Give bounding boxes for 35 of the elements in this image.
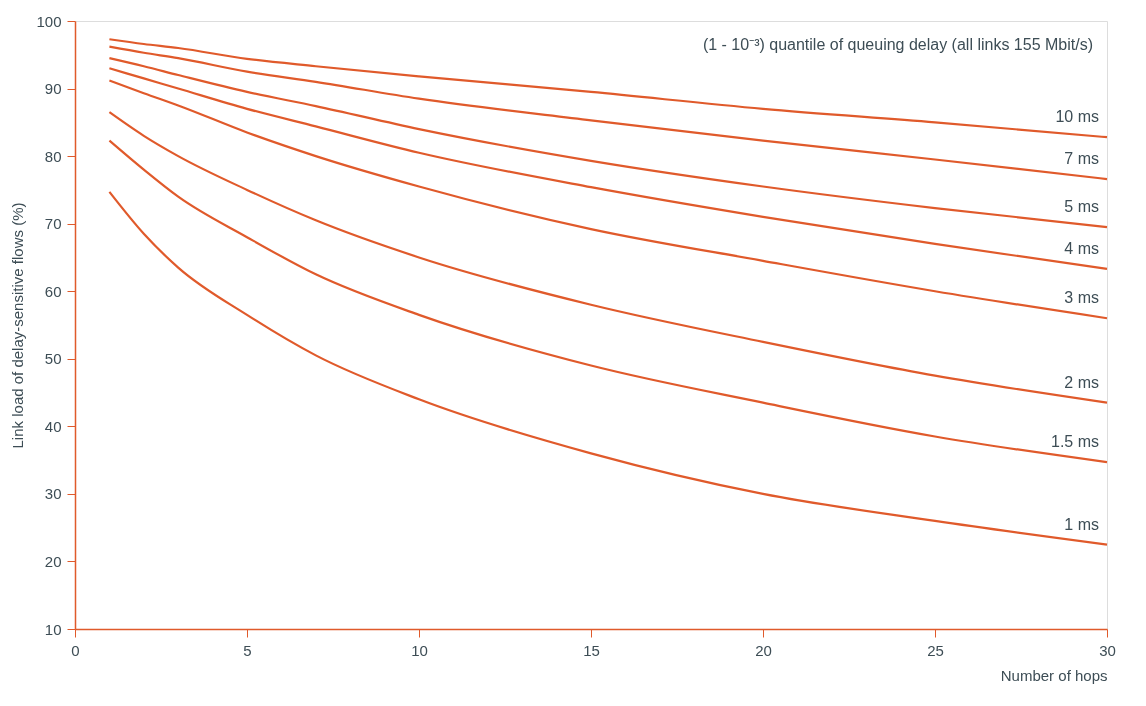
line-series [108, 139, 1109, 464]
x-tick-label: 0 [71, 641, 80, 659]
y-tick-label: 70 [44, 215, 62, 233]
line-series [108, 38, 1109, 139]
series-label: 2 ms [1064, 373, 1099, 391]
y-tick-label: 90 [44, 80, 62, 98]
x-tick-label: 5 [243, 641, 252, 659]
x-tick-label: 20 [755, 641, 772, 659]
y-tick-label: 100 [36, 12, 62, 30]
series-label: 3 ms [1064, 289, 1099, 307]
line-series [108, 57, 1109, 229]
series-label: 1.5 ms [1050, 433, 1099, 451]
line-series [108, 190, 1109, 546]
x-tick-label: 30 [1099, 641, 1116, 659]
line-series [108, 67, 1109, 271]
x-tick-label: 15 [583, 641, 600, 659]
line-series [108, 79, 1109, 320]
line-series [108, 111, 1109, 404]
series-label: 5 ms [1064, 198, 1099, 216]
annotation: (1 - 10⁻³) quantile of queuing delay (all links 155 Mbit/s) [702, 36, 1093, 53]
y-tick-label: 30 [44, 485, 62, 503]
x-tick-label: 10 [411, 641, 428, 659]
y-tick-label: 80 [44, 147, 62, 165]
y-tick-label: 20 [44, 552, 62, 570]
series-label: 7 ms [1064, 150, 1099, 168]
y-tick-label: 60 [44, 282, 62, 300]
series-label: 4 ms [1064, 239, 1099, 257]
y-tick-label: 40 [44, 417, 62, 435]
y-axis-title: Link load of delay-sensitive flows (%) [9, 202, 27, 449]
y-tick-label: 10 [44, 620, 62, 638]
x-tick-label: 25 [927, 641, 944, 659]
y-tick-label: 50 [44, 350, 62, 368]
series-label: 10 ms [1055, 108, 1099, 126]
series-label: 1 ms [1064, 515, 1099, 533]
x-axis-title: Number of hops [1000, 666, 1108, 684]
